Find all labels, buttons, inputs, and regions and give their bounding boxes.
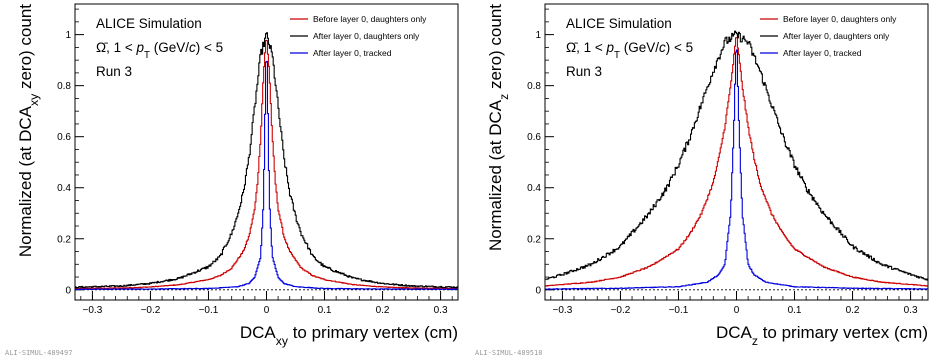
histogram-series-2 xyxy=(545,30,928,281)
chart-panel-1: −0.3 −0.2 −0.1 0 0.1 0.2 0.3 0 0.2 0.4 0.6 0.8 1 ALIC… xyxy=(5,3,459,357)
x-tick-label: 0.1 xyxy=(318,305,332,316)
panel-label-experiment: ALICE Simulation xyxy=(96,16,202,31)
chart-panel-2: −0.3 −0.2 −0.1 0 0.1 0.2 0.3 0 0.2 0.4 0.6 0.8 1 ALIC… xyxy=(475,3,929,357)
y-axis-title: Normalized (at DCAz zero) count xyxy=(486,4,511,251)
x-tick-label: −0.1 xyxy=(199,305,219,316)
x-tick-label: 0 xyxy=(264,305,270,316)
panel-label-experiment: ALICE Simulation xyxy=(566,16,672,31)
x-tick-label: 0 xyxy=(734,305,740,316)
x-tick-label: −0.3 xyxy=(83,305,103,316)
histogram-series-1 xyxy=(545,37,928,287)
x-tick-label: −0.2 xyxy=(611,305,631,316)
y-tick-label: 0.8 xyxy=(527,81,541,92)
x-tick-label: 0.3 xyxy=(904,305,918,316)
y-tick-label: 0 xyxy=(535,285,541,296)
figure-tag: ALI-SIMUL-489518 xyxy=(475,349,542,357)
x-tick-label: −0.1 xyxy=(669,305,689,316)
y-tick-label: 0.6 xyxy=(527,132,541,143)
panel-label-run: Run 3 xyxy=(566,64,602,79)
x-axis-title: DCAxy to primary vertex (cm) xyxy=(240,323,458,348)
y-tick-label: 0.2 xyxy=(527,234,541,245)
histogram-series-3 xyxy=(545,49,928,290)
y-tick-label: 0.4 xyxy=(527,183,541,194)
y-tick-label: 0 xyxy=(65,285,71,296)
figure-tag: ALI-SIMUL-489497 xyxy=(5,349,72,357)
x-tick-label: 0.3 xyxy=(434,305,448,316)
panel-label-kinematics: Ω̄, 1 < pT (GeV/c) < 5 xyxy=(566,40,693,61)
x-tick-label: 0.2 xyxy=(846,305,860,316)
legend-entry-1: Before layer 0, daughters only xyxy=(783,14,897,24)
y-tick-label: 0.2 xyxy=(57,234,71,245)
legend-entry-3: After layer 0, tracked xyxy=(783,48,862,58)
y-tick-label: 0.4 xyxy=(57,183,71,194)
panel-label-run: Run 3 xyxy=(96,64,132,79)
legend-entry-1: Before layer 0, daughters only xyxy=(313,14,427,24)
y-tick-label: 1 xyxy=(65,30,71,41)
x-tick-label: 0.2 xyxy=(376,305,390,316)
legend-entry-2: After layer 0, daughters only xyxy=(313,31,420,41)
histogram-series-2 xyxy=(75,32,458,289)
y-tick-label: 1 xyxy=(535,30,541,41)
histogram-series-1 xyxy=(75,39,458,290)
legend-entry-2: After layer 0, daughters only xyxy=(783,31,890,41)
histogram-series-3 xyxy=(75,60,458,291)
x-tick-label: −0.3 xyxy=(553,305,573,316)
y-axis-title: Normalized (at DCAxy zero) count xyxy=(16,4,41,257)
y-tick-label: 0.6 xyxy=(57,132,71,143)
y-tick-label: 0.8 xyxy=(57,81,71,92)
x-axis-title: DCAz to primary vertex (cm) xyxy=(716,323,928,348)
x-tick-label: 0.1 xyxy=(788,305,802,316)
panel-label-kinematics: Ω̄, 1 < pT (GeV/c) < 5 xyxy=(96,40,223,61)
legend-entry-3: After layer 0, tracked xyxy=(313,48,392,58)
x-tick-label: −0.2 xyxy=(141,305,161,316)
